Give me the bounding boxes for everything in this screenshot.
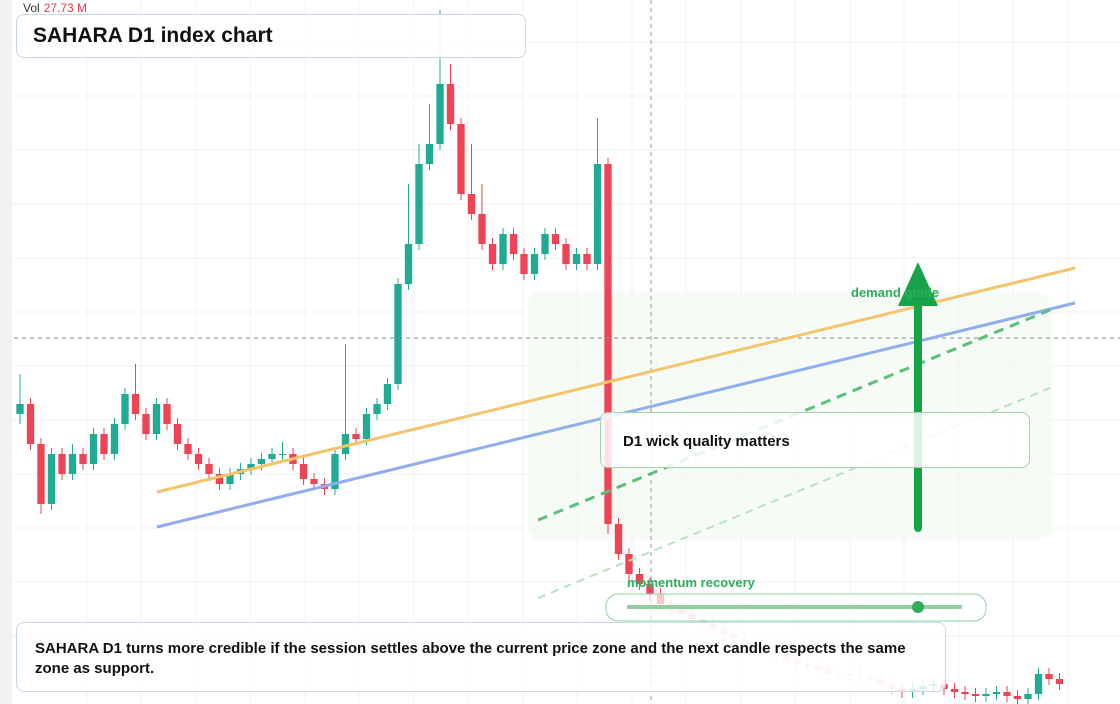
annotation-box: D1 wick quality matters bbox=[600, 412, 1030, 468]
candle-body bbox=[100, 434, 108, 454]
candle-body bbox=[26, 404, 35, 444]
arrow-head bbox=[898, 262, 938, 306]
candle-body bbox=[47, 454, 56, 504]
candle-body bbox=[614, 524, 623, 554]
candle-body bbox=[163, 404, 171, 424]
chart-title: SAHARA D1 index chart bbox=[16, 14, 526, 58]
candle-body bbox=[457, 124, 465, 194]
candle-body bbox=[1045, 674, 1053, 679]
candle-body bbox=[310, 479, 318, 484]
candle-body bbox=[530, 254, 539, 274]
candle-body bbox=[1024, 694, 1032, 699]
candle-body bbox=[257, 459, 266, 464]
candle-body bbox=[604, 164, 612, 524]
slider-knob bbox=[912, 601, 924, 613]
candle-body bbox=[404, 244, 413, 284]
candle-body bbox=[383, 384, 392, 404]
candle-body bbox=[341, 434, 350, 454]
candle-body bbox=[551, 234, 560, 244]
candle-body bbox=[488, 244, 497, 264]
candle-body bbox=[572, 254, 581, 264]
candle-body bbox=[436, 84, 444, 144]
candle-body bbox=[226, 474, 234, 484]
candle-body bbox=[58, 454, 66, 474]
candle-body bbox=[331, 454, 339, 489]
candle-body bbox=[635, 574, 644, 584]
candle-body bbox=[992, 692, 1001, 694]
volume-label: Vol bbox=[23, 1, 40, 15]
annotation: demand guide bbox=[851, 285, 940, 300]
candle-body bbox=[68, 454, 77, 474]
candle-body bbox=[142, 414, 150, 434]
candle-body bbox=[215, 474, 224, 484]
candle-body bbox=[373, 404, 381, 414]
candle-body bbox=[110, 424, 119, 454]
candle-body bbox=[625, 554, 633, 574]
candle-body bbox=[520, 254, 528, 274]
candle-body bbox=[268, 454, 276, 459]
candle-body bbox=[131, 394, 140, 414]
left-edge bbox=[0, 0, 12, 704]
candle-body bbox=[37, 444, 45, 504]
candle-body bbox=[299, 464, 308, 479]
candle-body bbox=[583, 254, 591, 264]
candle-body bbox=[394, 284, 402, 384]
candle-body bbox=[278, 454, 287, 455]
candle-body bbox=[982, 694, 990, 696]
candle-body bbox=[352, 434, 360, 439]
candle-body bbox=[173, 424, 182, 444]
candle-body bbox=[89, 434, 98, 464]
annotation: momentum recovery bbox=[627, 575, 755, 590]
candle-body bbox=[1034, 674, 1043, 694]
candle-body bbox=[971, 694, 980, 696]
candle-body bbox=[1055, 679, 1064, 684]
candle-body bbox=[415, 164, 423, 244]
candle-body bbox=[593, 164, 602, 264]
candle-body bbox=[152, 404, 161, 434]
candle-body bbox=[509, 234, 518, 254]
candle-body bbox=[499, 234, 507, 264]
candle-body bbox=[446, 84, 455, 124]
candle-body bbox=[16, 404, 24, 414]
candle-body bbox=[1003, 692, 1011, 696]
candle-body bbox=[1013, 696, 1022, 699]
note-box: SAHARA D1 turns more credible if the ses… bbox=[16, 622, 946, 692]
candle-body bbox=[646, 584, 654, 594]
candle-body bbox=[467, 194, 476, 214]
candle-body bbox=[79, 454, 87, 464]
candle-body bbox=[194, 454, 203, 464]
candle-body bbox=[961, 692, 969, 694]
volume-value: 27.73 M bbox=[43, 1, 88, 15]
candle-body bbox=[562, 244, 570, 264]
candle-body bbox=[362, 414, 371, 439]
candle-body bbox=[184, 444, 192, 454]
volume-legend: Vol 27.73 M bbox=[23, 1, 87, 15]
candle-body bbox=[121, 394, 129, 424]
candle-body bbox=[950, 689, 959, 692]
candle-body bbox=[247, 464, 255, 469]
candle-body bbox=[478, 214, 486, 244]
candle-body bbox=[205, 464, 213, 474]
candle-body bbox=[425, 144, 434, 164]
candle-body bbox=[541, 234, 549, 254]
